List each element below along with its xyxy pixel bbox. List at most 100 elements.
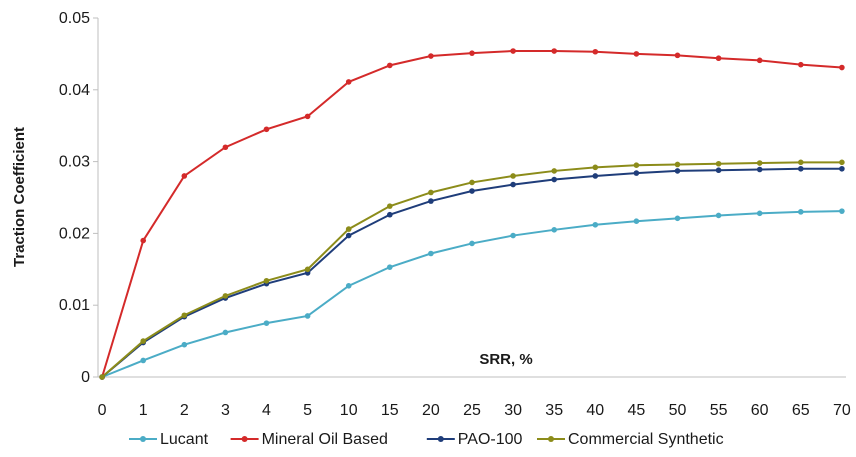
plot-area <box>97 18 846 378</box>
data-point <box>222 144 229 151</box>
data-point <box>674 161 681 168</box>
data-point <box>428 53 434 59</box>
series-group <box>99 48 845 380</box>
data-point <box>674 215 681 222</box>
data-point <box>551 227 557 233</box>
data-point <box>510 48 516 54</box>
data-point <box>633 170 640 176</box>
y-tick-label: 0.03 <box>59 154 90 171</box>
series-line <box>101 161 842 378</box>
data-point <box>387 203 393 209</box>
data-point <box>674 52 681 59</box>
legend-label: Commercial Synthetic <box>568 431 724 448</box>
data-point <box>592 164 599 171</box>
data-point <box>551 176 557 183</box>
x-tick-label: 70 <box>833 402 851 419</box>
data-point <box>469 240 475 247</box>
data-point <box>469 179 475 186</box>
data-point <box>181 341 188 348</box>
data-point <box>839 208 845 214</box>
x-tick-label: 50 <box>669 402 687 419</box>
x-tick-label: 15 <box>381 402 399 419</box>
data-point <box>345 79 352 85</box>
legend-label: Mineral Oil Based <box>262 431 388 448</box>
data-point <box>345 226 352 232</box>
y-tick-label: 0.05 <box>59 10 90 27</box>
series-pao-100 <box>99 165 845 380</box>
data-point <box>839 64 845 71</box>
legend-item: Mineral Oil Based <box>230 431 388 448</box>
data-point <box>222 329 229 336</box>
data-point <box>140 237 147 244</box>
x-tick-label: 30 <box>504 402 522 419</box>
x-tick-label: 35 <box>545 402 563 419</box>
data-point <box>797 159 804 166</box>
data-point <box>428 198 434 204</box>
data-point <box>304 313 311 319</box>
series-commercial-synthetic <box>99 159 845 380</box>
x-tick-label: 25 <box>463 402 481 419</box>
data-point <box>99 374 105 380</box>
x-tick-label: 1 <box>139 402 148 419</box>
legend-swatch-marker <box>548 436 554 442</box>
data-point <box>345 283 352 289</box>
data-point <box>592 48 599 55</box>
data-point <box>551 168 557 174</box>
data-point <box>592 173 599 179</box>
legend-swatch-marker <box>437 436 444 442</box>
data-point <box>756 166 763 173</box>
data-point <box>797 165 804 172</box>
x-tick-label: 40 <box>586 402 604 419</box>
data-point <box>633 51 640 57</box>
data-point <box>797 61 804 68</box>
data-point <box>222 293 229 299</box>
data-point <box>592 221 599 228</box>
x-tick-label: 60 <box>751 402 769 419</box>
data-point <box>387 264 393 270</box>
data-point <box>715 160 722 167</box>
data-point <box>715 167 722 174</box>
data-point <box>469 50 475 56</box>
data-point <box>510 232 516 239</box>
x-tick-label: 55 <box>710 402 728 419</box>
x-tick-label: 0 <box>98 402 107 419</box>
data-point <box>140 357 147 364</box>
x-tick-label: 20 <box>422 402 440 419</box>
data-point <box>345 232 352 239</box>
series-line <box>101 167 842 378</box>
data-point <box>715 55 722 62</box>
x-axis-title: SRR, % <box>479 351 532 368</box>
data-point <box>674 168 681 174</box>
y-axis-tick-labels: 0 0.01 0.02 0.03 0.04 0.05 <box>59 10 98 386</box>
data-point <box>797 209 804 215</box>
data-point <box>263 320 270 326</box>
legend-swatch-marker <box>140 436 146 442</box>
x-tick-label: 45 <box>627 402 645 419</box>
x-axis-tick-labels: 0 1 2 3 4 5 10 15 20 25 30 35 40 45 50 55 60 65 70 <box>98 402 851 419</box>
series-line <box>101 210 842 378</box>
legend: Lucant Mineral Oil Based PAO-100 Commercial… <box>129 431 724 448</box>
data-point <box>387 211 393 218</box>
y-tick-label: 0 <box>81 369 90 386</box>
legend-swatch-marker <box>241 436 248 442</box>
data-point <box>428 250 434 257</box>
data-point <box>304 113 311 120</box>
x-tick-label: 65 <box>792 402 810 419</box>
legend-label: Lucant <box>160 431 209 448</box>
data-point <box>551 48 557 54</box>
data-point <box>756 160 763 166</box>
data-point <box>839 165 845 172</box>
y-tick-label: 0.01 <box>59 297 90 314</box>
data-point <box>387 62 393 69</box>
data-point <box>756 57 763 64</box>
legend-label: PAO-100 <box>458 431 523 448</box>
data-point <box>510 173 516 179</box>
series-lucant <box>99 208 845 380</box>
data-point <box>181 312 188 319</box>
x-tick-label: 10 <box>340 402 358 419</box>
data-point <box>140 338 147 344</box>
data-point <box>839 159 845 166</box>
data-point <box>263 126 270 133</box>
y-axis-title: Traction Coefficient <box>11 127 28 267</box>
